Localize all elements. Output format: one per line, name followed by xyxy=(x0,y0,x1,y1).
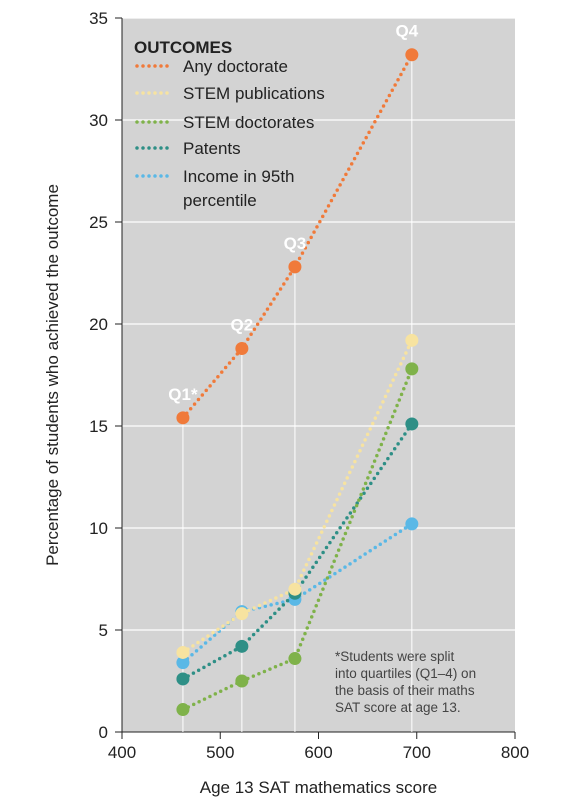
series-line xyxy=(181,422,414,681)
series-layer xyxy=(176,48,419,717)
legend-item: Income in 95th percentile xyxy=(135,167,295,210)
data-point xyxy=(176,411,190,425)
series xyxy=(176,48,419,425)
legend-label: Income in 95th xyxy=(183,167,295,186)
x-tick-label: 500 xyxy=(206,743,234,762)
x-tick-label: 800 xyxy=(501,743,529,762)
x-axis-title: Age 13 SAT mathematics score xyxy=(200,778,437,797)
y-tick-label: 30 xyxy=(89,111,108,130)
y-tick-label: 15 xyxy=(89,417,108,436)
legend-label: Patents xyxy=(183,139,241,158)
legend-item: Any doctorate xyxy=(135,57,288,76)
quartile-label: Q4 xyxy=(395,22,418,41)
footnote-line: the basis of their maths xyxy=(335,683,475,698)
y-tick-label: 35 xyxy=(89,9,108,28)
series-line xyxy=(181,338,414,655)
quartile-label: Q1* xyxy=(168,385,198,404)
quartile-label: Q2 xyxy=(231,315,254,334)
x-tick-label: 400 xyxy=(108,743,136,762)
data-point xyxy=(405,417,419,431)
data-point xyxy=(288,260,302,274)
legend-title: OUTCOMES xyxy=(134,38,232,57)
y-tick-label: 20 xyxy=(89,315,108,334)
series-line xyxy=(181,52,414,420)
x-tick-label: 600 xyxy=(304,743,332,762)
legend-label: STEM doctorates xyxy=(183,113,314,132)
series xyxy=(176,362,419,717)
data-point xyxy=(235,639,249,653)
data-point xyxy=(176,703,190,717)
y-tick-label: 10 xyxy=(89,519,108,538)
y-tick-label: 25 xyxy=(89,213,108,232)
data-point xyxy=(288,652,302,666)
data-point xyxy=(288,582,302,596)
legend: OUTCOMES Any doctorate STEM publications S… xyxy=(134,38,325,210)
series-line xyxy=(181,367,414,712)
footnote-line: into quartiles (Q1–4) on xyxy=(335,666,476,681)
x-tick-label: 700 xyxy=(403,743,431,762)
data-point xyxy=(235,607,249,621)
plot-area xyxy=(122,18,515,732)
data-point xyxy=(405,362,419,376)
y-tick-label: 0 xyxy=(99,723,108,742)
axes: 0 5 10 15 20 25 30 35 400 500 600 700 800 xyxy=(89,9,529,762)
footnote-line: *Students were split xyxy=(335,649,455,664)
data-point xyxy=(176,656,190,670)
data-point xyxy=(405,333,419,347)
data-point xyxy=(405,517,419,531)
legend-label: STEM publications xyxy=(183,84,325,103)
data-point xyxy=(235,341,249,355)
legend-label: Any doctorate xyxy=(183,57,288,76)
data-point xyxy=(176,645,190,659)
footnote: *Students were split into quartiles (Q1–4… xyxy=(335,649,476,715)
legend-item: STEM doctorates xyxy=(135,113,314,132)
y-axis-title: Percentage of students who achieved the … xyxy=(43,184,62,566)
data-point xyxy=(405,48,419,62)
data-point xyxy=(176,672,190,686)
series xyxy=(176,333,419,659)
legend-item: STEM publications xyxy=(135,84,325,103)
footnote-line: SAT score at age 13. xyxy=(335,700,461,715)
quartile-labels: Q1* Q2 Q3 Q4 xyxy=(168,22,418,404)
legend-item: Patents xyxy=(135,139,241,158)
y-tick-label: 5 xyxy=(99,621,108,640)
legend-label: percentile xyxy=(183,191,257,210)
data-point xyxy=(235,674,249,688)
quartile-label: Q3 xyxy=(284,234,307,253)
